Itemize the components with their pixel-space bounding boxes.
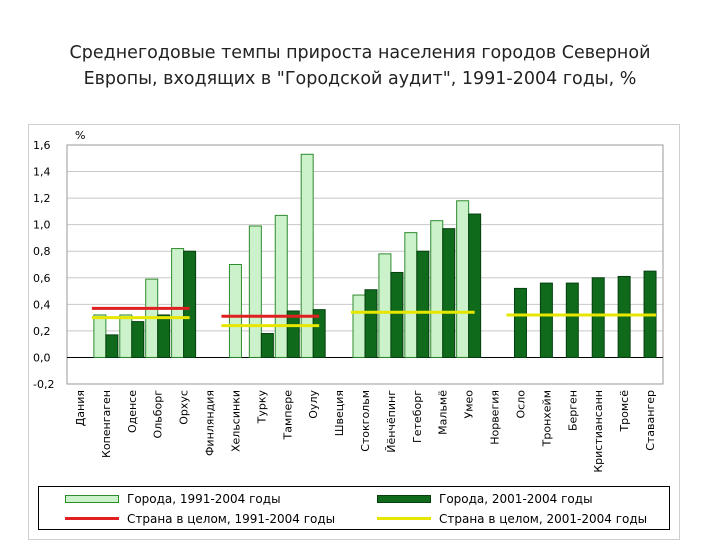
bar-cities-2001-2004 — [260, 333, 274, 358]
y-tick-label: 0,8 — [33, 245, 51, 258]
x-category-label: Тромсё — [618, 390, 631, 433]
x-category-label: Ставангер — [644, 390, 657, 451]
chart-legend: Города, 1991-2004 годы Города, 2001-2004… — [38, 486, 670, 530]
plot-border — [66, 144, 664, 385]
bar-cities-2001-2004 — [539, 282, 553, 358]
x-category-label: Дания — [74, 390, 87, 426]
x-category-label: Турку — [255, 390, 268, 425]
x-category-label: Копенгаген — [100, 390, 113, 458]
x-category-label: Норвегия — [489, 390, 502, 445]
y-tick-label: 1,4 — [33, 166, 51, 179]
x-category-label: Йёнчёпинг — [385, 390, 398, 453]
y-tick-label: 0,2 — [33, 325, 51, 338]
chart-title-line-1: Среднегодовые темпы прироста населения г… — [69, 43, 651, 63]
legend-label: Города, 2001-2004 годы — [439, 492, 593, 506]
bar-cities-2001-2004 — [565, 282, 579, 358]
x-category-label: Финляндия — [204, 390, 217, 456]
bar-cities-1991-2004 — [352, 294, 366, 358]
x-category-label: Кристиансанн — [592, 390, 605, 473]
y-axis-label: % — [75, 129, 85, 142]
x-category-label: Хельсинки — [229, 390, 242, 452]
bar-cities-1991-2004 — [404, 232, 418, 358]
bar-cities-1991-2004 — [228, 264, 242, 358]
x-category-label: Орхус — [178, 390, 191, 425]
bar-cities-1991-2004 — [248, 225, 262, 358]
legend-label: Города, 1991-2004 годы — [127, 492, 281, 506]
chart-title-line-2: Европы, входящих в "Городской аудит", 19… — [83, 69, 637, 89]
x-category-label: Осло — [514, 390, 527, 419]
y-tick-label: 1,0 — [33, 219, 51, 232]
bar-cities-2001-2004 — [157, 314, 171, 358]
bar-cities-2001-2004 — [105, 334, 119, 358]
x-category-label: Берген — [566, 390, 579, 431]
x-category-label: Умео — [463, 390, 476, 419]
bar-cities-1991-2004 — [300, 153, 314, 358]
x-category-label: Стокгольм — [359, 390, 372, 452]
y-tick-label: 0,0 — [33, 351, 51, 364]
chart-area: -0,2 0,0 0,2 0,4 0,6 0,8 1,0 1,2 1,4 1,6% Дания Коп… — [28, 124, 680, 540]
bar-cities-2001-2004 — [617, 275, 631, 358]
x-category-label: Швеция — [333, 390, 346, 436]
legend-swatch-yellow-line — [377, 517, 431, 520]
legend-swatch-light-bar — [65, 495, 119, 503]
y-tick-label: 1,6 — [33, 139, 51, 152]
legend-label: Страна в целом, 1991-2004 годы — [127, 512, 336, 526]
bar-cities-2001-2004 — [513, 287, 527, 358]
x-category-label: Гетеборг — [411, 390, 424, 443]
y-tick-label: 0,6 — [33, 272, 51, 285]
y-tick-label: 1,2 — [33, 192, 51, 205]
bar-cities-2001-2004 — [591, 277, 605, 358]
bar-cities-1991-2004 — [430, 220, 444, 358]
bar-cities-2001-2004 — [390, 271, 404, 358]
bar-cities-1991-2004 — [119, 314, 133, 358]
bar-cities-1991-2004 — [274, 214, 288, 358]
x-category-label: Тронхейм — [540, 390, 553, 447]
x-category-label: Оулу — [307, 390, 320, 419]
x-category-label: Тампере — [281, 390, 294, 441]
legend-swatch-red-line — [65, 517, 119, 520]
y-tick-label: 0,4 — [33, 298, 51, 311]
bar-cities-1991-2004 — [93, 314, 107, 358]
bar-cities-2001-2004 — [442, 228, 456, 358]
bar-cities-2001-2004 — [416, 250, 430, 358]
bar-cities-2001-2004 — [183, 250, 197, 358]
x-category-label: Мальмё — [437, 390, 450, 435]
x-category-label: Ольборг — [152, 390, 165, 439]
y-tick-label: -0,2 — [33, 378, 54, 391]
bar-cities-2001-2004 — [286, 310, 300, 358]
chart-plot: -0,2 0,0 0,2 0,4 0,6 0,8 1,0 1,2 1,4 1,6% Дания Коп… — [33, 129, 664, 473]
bar-cities-1991-2004 — [456, 200, 470, 358]
bar-cities-1991-2004 — [378, 253, 392, 358]
chart-title: Среднегодовые темпы прироста населения г… — [30, 40, 690, 92]
bar-cities-2001-2004 — [364, 289, 378, 358]
bar-cities-2001-2004 — [468, 213, 482, 358]
x-category-label: Оденсе — [126, 390, 139, 433]
bar-cities-2001-2004 — [312, 309, 326, 358]
legend-swatch-dark-bar — [377, 495, 431, 503]
bar-cities-2001-2004 — [131, 321, 145, 358]
legend-label: Страна в целом, 2001-2004 годы — [439, 512, 648, 526]
bar-cities-1991-2004 — [171, 248, 185, 358]
